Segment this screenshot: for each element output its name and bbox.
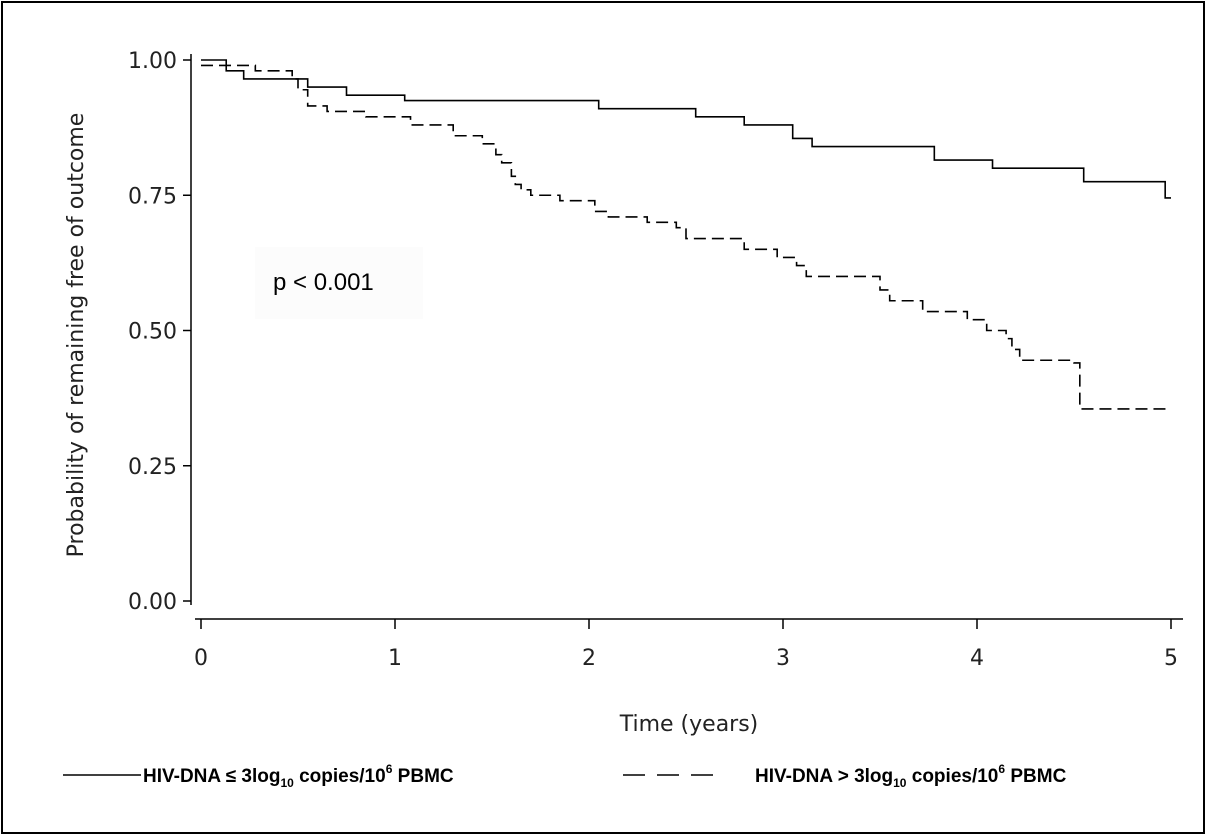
- y-tick-label: 1.00: [128, 49, 177, 74]
- x-axis-title: Time (years): [619, 712, 759, 737]
- series-line-low-dna: [201, 59, 1171, 199]
- y-tick-label: 0.50: [128, 320, 177, 345]
- y-tick-label: 0.75: [128, 184, 177, 209]
- legend-label: HIV-DNA > 3log10 copies/106 PBMC: [755, 762, 1067, 790]
- x-tick-label: 1: [388, 646, 402, 671]
- x-tick-label: 2: [582, 646, 596, 671]
- y-tick-label: 0.00: [128, 590, 177, 615]
- legend-subscript: 10: [280, 776, 294, 790]
- y-tick-label: 0.25: [128, 455, 177, 480]
- legend: HIV-DNA ≤ 3log10 copies/106 PBMC HIV-DNA …: [63, 762, 1067, 790]
- plot-area: 0.00 0.25 0.50 0.75 1.00 0 1 2 3 4 5: [128, 49, 1183, 671]
- x-tick-label: 4: [970, 646, 984, 671]
- legend-superscript: 6: [386, 762, 393, 776]
- series-line-high-dna: [201, 64, 1171, 410]
- legend-label: HIV-DNA ≤ 3log10 copies/106 PBMC: [143, 762, 454, 790]
- legend-text-part: HIV-DNA > 3log: [755, 766, 893, 787]
- x-tick-label: 3: [776, 646, 790, 671]
- survival-chart: 0.00 0.25 0.50 0.75 1.00 0 1 2 3 4 5 p < 0.001 Ti…: [63, 49, 1183, 790]
- y-axis-ticks: 0.00 0.25 0.50 0.75 1.00: [128, 49, 191, 615]
- legend-text-part: PBMC: [392, 766, 454, 787]
- legend-text-part: PBMC: [1005, 766, 1067, 787]
- legend-text-part: copies/10: [294, 766, 386, 787]
- pvalue-annotation: p < 0.001: [273, 269, 374, 296]
- x-axis-ticks: 0 1 2 3 4 5: [194, 619, 1178, 671]
- series-layer: [201, 59, 1171, 410]
- y-axis-title: Probability of remaining free of outcome: [64, 113, 89, 558]
- pvalue-box: [255, 247, 423, 319]
- legend-text-part: HIV-DNA ≤ 3log: [143, 766, 280, 787]
- legend-superscript: 6: [998, 762, 1005, 776]
- x-tick-label: 5: [1164, 646, 1178, 671]
- x-tick-label: 0: [194, 646, 208, 671]
- legend-subscript: 10: [893, 776, 907, 790]
- legend-text-part: copies/10: [906, 766, 998, 787]
